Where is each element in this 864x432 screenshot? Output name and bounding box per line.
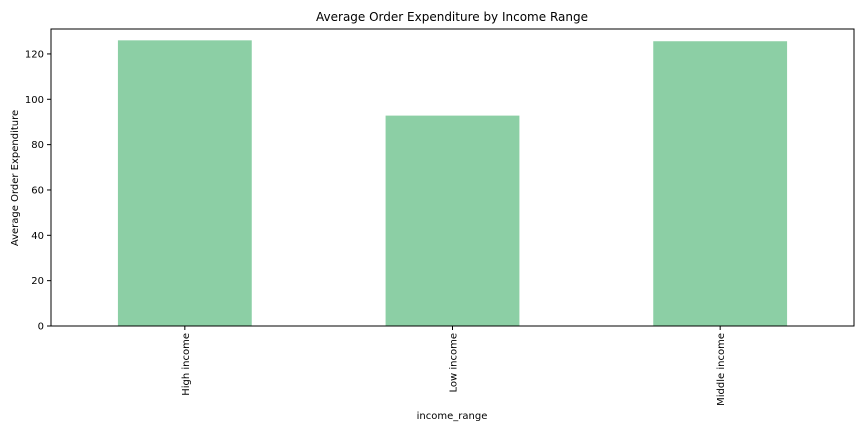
bar-high-income [117, 40, 252, 326]
bar-low-income [385, 115, 520, 326]
y-tick-label: 60 [31, 185, 44, 196]
bar-middle-income [653, 41, 788, 327]
y-tick-label: 40 [31, 231, 44, 242]
x-tick-label: Low income [449, 333, 460, 393]
x-axis: High income Low income Middle income [181, 326, 727, 406]
y-tick-label: 20 [31, 276, 44, 287]
y-tick-label: 80 [31, 140, 44, 151]
y-axis: 0 20 40 60 80 100 120 [25, 49, 51, 333]
y-tick-label: 100 [25, 95, 44, 106]
y-axis-label: Average Order Expenditure [10, 110, 21, 246]
x-axis-label: income_range [417, 411, 488, 422]
chart-title: Average Order Expenditure by Income Rang… [316, 10, 588, 24]
y-tick-label: 120 [25, 49, 44, 60]
y-tick-label: 0 [38, 322, 44, 333]
x-tick-label: High income [181, 333, 192, 396]
x-tick-label: Middle income [716, 333, 727, 406]
bars-group [117, 40, 788, 327]
